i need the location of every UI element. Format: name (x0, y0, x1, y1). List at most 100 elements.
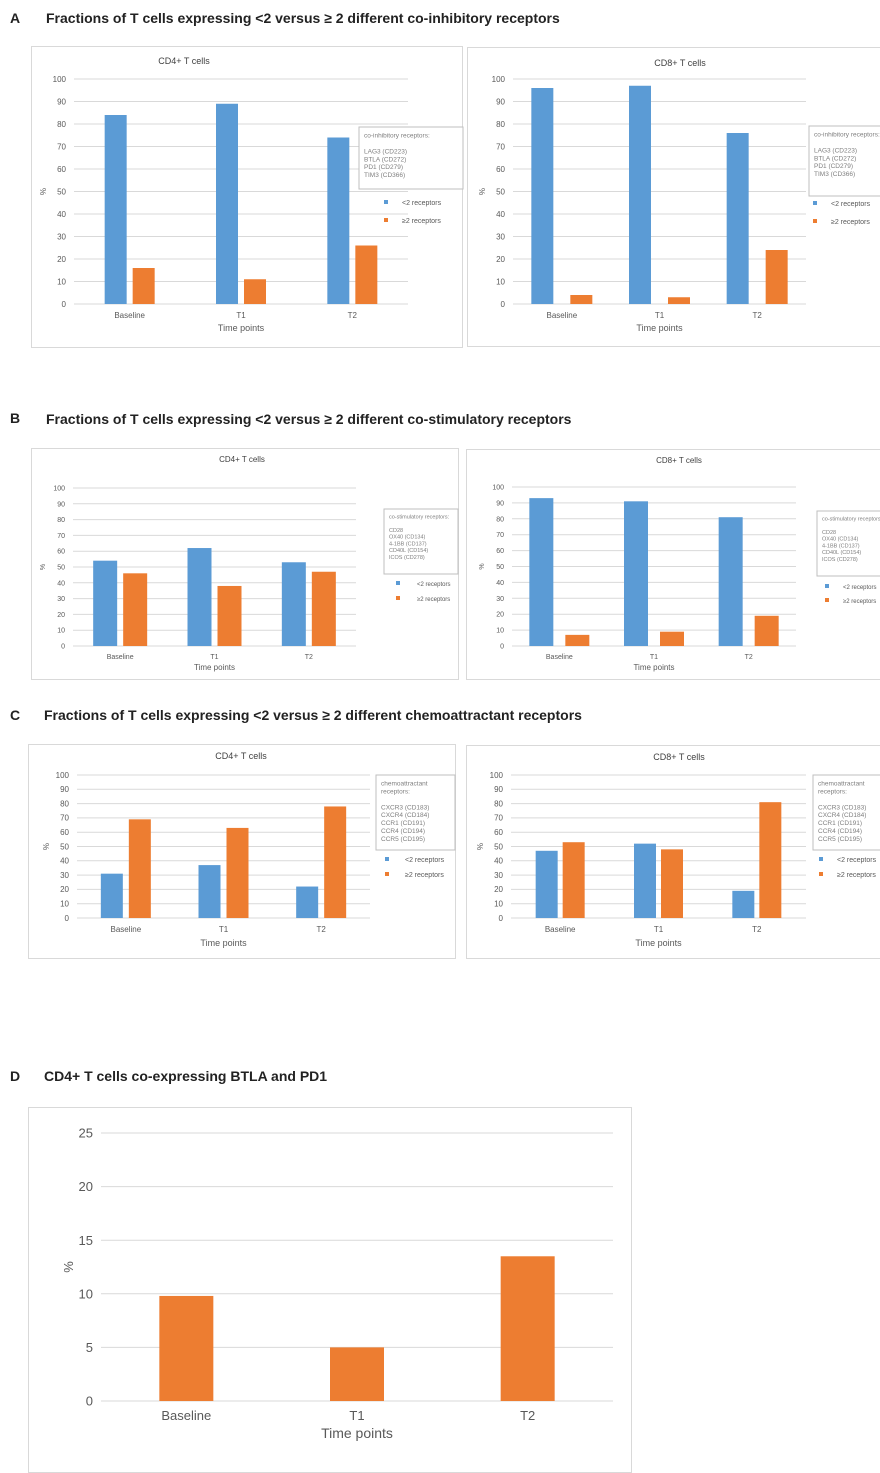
receptor-legend-box (808, 125, 880, 197)
chart-panel-c-cd8: 0 10 20 30 40 50 60 70 80 90 100 CD8+ T cells Baseli… (466, 745, 880, 959)
chart-c-cd8-svg: 0 10 20 30 40 50 60 70 80 90 100 CD8+ T cells Baseli… (476, 752, 880, 948)
section-c-letter: C (10, 707, 21, 723)
x-axis-label: Time points (194, 663, 235, 672)
y-tick-label: 0 (61, 643, 65, 650)
bar-ge2-t1 (668, 297, 690, 304)
bar-lt2-t1 (216, 103, 238, 304)
receptor-legend-line: CCR1 (CD191) (381, 820, 425, 827)
y-tick-label: 20 (57, 255, 66, 264)
y-tick-label: 10 (60, 900, 69, 909)
chart-panel-a-cd4: 0 10 20 30 40 50 60 70 80 90 100 CD4+ T cells Baseli… (31, 46, 464, 348)
bar-ge2-baseline (132, 268, 155, 304)
bar-lt2-t2 (718, 517, 743, 646)
bar-lt2-baseline (100, 873, 123, 918)
x-tick-label: Baseline (545, 925, 576, 934)
y-tick-label: 70 (60, 814, 69, 823)
bar-ge2-t1 (217, 585, 242, 646)
bar-lt2-t1 (624, 501, 648, 646)
y-axis-label: % (61, 1261, 76, 1273)
bar-lt2-baseline (529, 498, 554, 646)
receptor-legend-box (358, 126, 464, 190)
y-tick-label: 40 (496, 580, 504, 587)
receptor-legend-line: co-stimulatory receptors: (822, 517, 880, 523)
x-axis-label: Time points (218, 323, 265, 333)
y-tick-label: 20 (60, 885, 69, 894)
receptor-legend-line: co-stimulatory receptors: (389, 515, 450, 521)
x-tick-label: T1 (210, 654, 218, 661)
bar-lt2-t1 (629, 85, 651, 304)
y-tick-label: 10 (57, 628, 65, 635)
y-tick-label: 50 (57, 564, 65, 571)
legend-label: ≥2 receptors (837, 872, 876, 879)
legend-label: ≥2 receptors (417, 597, 450, 603)
bar-lt2-baseline (104, 115, 127, 304)
chart-panel-b-cd8: 0 10 20 30 40 50 60 70 80 90 100 CD8+ T cells Baseli… (466, 449, 880, 680)
y-tick-label: 20 (79, 1179, 93, 1194)
y-tick-label: 10 (57, 277, 66, 286)
receptor-legend-line: receptors: (818, 788, 847, 795)
x-tick-label: T2 (520, 1408, 535, 1423)
legend-label: <2 receptors (837, 857, 877, 864)
section-a-letter: A (10, 10, 21, 26)
legend-swatch (385, 857, 389, 861)
legend-label: <2 receptors (405, 857, 445, 864)
bar-lt2-t1 (187, 548, 212, 646)
receptor-legend-line: BTLA (CD272) (814, 155, 856, 162)
section-c-title: Fractions of T cells expressing <2 versu… (44, 707, 582, 723)
legend-label: <2 receptors (843, 585, 877, 591)
y-tick-label: 30 (57, 232, 66, 241)
y-tick-label: 0 (62, 300, 67, 309)
receptor-legend-line: CXCR3 (CD183) (381, 804, 429, 811)
bar-ge2-baseline (159, 1295, 214, 1401)
y-tick-label: 30 (60, 871, 69, 880)
y-tick-label: 90 (494, 785, 503, 794)
bar-ge2-t1 (660, 631, 684, 646)
y-tick-label: 100 (53, 75, 67, 84)
receptor-legend-box (812, 774, 880, 851)
receptor-legend-line: TIM3 (CD366) (364, 172, 405, 179)
y-tick-label: 40 (57, 210, 66, 219)
section-d-title: CD4+ T cells co-expressing BTLA and PD1 (44, 1068, 328, 1084)
x-tick-label: Baseline (114, 311, 145, 320)
y-tick-label: 90 (496, 500, 504, 507)
bar-lt2-t2 (732, 890, 755, 918)
chart-panel-a-cd8: 0 10 20 30 40 50 60 70 80 90 100 CD8+ T cells Baseli… (467, 47, 880, 347)
receptor-legend-box (816, 510, 880, 577)
y-axis-label: % (40, 564, 47, 570)
y-axis-label: % (479, 563, 486, 569)
y-tick-label: 30 (494, 871, 503, 880)
bar-ge2-t2 (759, 802, 782, 918)
y-tick-label: 15 (79, 1233, 93, 1248)
y-tick-label: 70 (57, 142, 66, 151)
receptor-legend-line: TIM3 (CD366) (814, 171, 855, 178)
bar-ge2-t2 (355, 245, 378, 304)
y-tick-label: 100 (56, 771, 70, 780)
y-tick-label: 90 (60, 785, 69, 794)
legend-swatch (396, 596, 400, 600)
x-tick-label: T2 (305, 654, 313, 661)
y-tick-label: 100 (492, 484, 504, 491)
x-axis-label: Time points (633, 663, 674, 672)
bar-lt2-baseline (531, 88, 554, 304)
chart-panel-b-cd4: 0 10 20 30 40 50 60 70 80 90 100 CD4+ T cells Baseli… (31, 448, 459, 680)
y-tick-label: 80 (60, 799, 69, 808)
y-tick-label: 80 (57, 120, 66, 129)
y-tick-label: 60 (496, 548, 504, 555)
legend-swatch (825, 598, 829, 602)
legend-swatch (384, 218, 388, 222)
y-axis-label: % (39, 188, 48, 195)
chart-title: CD4+ T cells (158, 56, 210, 66)
chart-title: CD4+ T cells (215, 751, 267, 761)
y-tick-label: 80 (57, 517, 65, 524)
bar-ge2-baseline (570, 295, 593, 304)
receptor-legend-box (383, 508, 459, 575)
bar-ge2-baseline (123, 573, 148, 646)
y-tick-label: 40 (57, 580, 65, 587)
y-tick-label: 0 (501, 300, 506, 309)
receptor-legend-line: co-inhibitory receptors: (364, 133, 430, 140)
x-tick-label: T1 (219, 925, 229, 934)
y-tick-label: 0 (500, 643, 504, 650)
chart-title: CD8+ T cells (656, 456, 702, 465)
receptor-legend-line: CCR5 (CD195) (818, 836, 862, 843)
y-tick-label: 40 (60, 857, 69, 866)
